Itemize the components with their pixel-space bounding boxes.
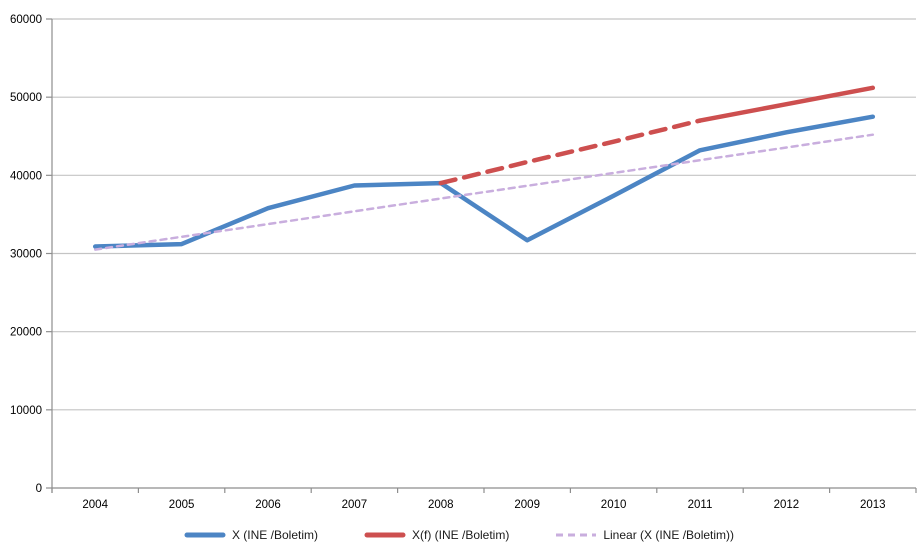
x-tick-label: 2010 <box>601 499 627 511</box>
x-tick-label: 2004 <box>82 499 108 511</box>
legend: X (INE /Boletim) X(f) (INE /Boletim) Lin… <box>0 528 918 542</box>
y-tick-label: 10000 <box>10 405 42 417</box>
x-tick-label: 2013 <box>860 499 886 511</box>
solid-line-swatch-icon <box>364 532 406 538</box>
dashed-line-swatch-icon <box>556 533 597 537</box>
solid-line-swatch-icon <box>184 532 226 538</box>
x-tick-label: 2005 <box>169 499 195 511</box>
x-tick-label: 2008 <box>428 499 454 511</box>
y-tick-label: 40000 <box>10 170 42 182</box>
legend-label: X (INE /Boletim) <box>231 528 318 542</box>
y-tick-label: 30000 <box>10 249 42 261</box>
legend-item-xf-ine-boletim: X(f) (INE /Boletim) <box>364 528 509 542</box>
y-tick-label: 60000 <box>10 14 42 26</box>
y-tick-label: 20000 <box>10 327 42 339</box>
x-tick-label: 2007 <box>342 499 368 511</box>
legend-item-linear-trend: Linear (X (INE /Boletim)) <box>555 528 734 542</box>
legend-item-x-ine-boletim: X (INE /Boletim) <box>184 528 318 542</box>
series-line-x-ine-boletim <box>92 114 876 249</box>
series-line-x-f-ine-boletim-solid <box>697 85 876 123</box>
x-tick-label: 2006 <box>255 499 281 511</box>
legend-label: X(f) (INE /Boletim) <box>411 528 510 542</box>
series-line-x-f-ine-boletim-forecast-dashed <box>438 118 703 186</box>
legend-label: Linear (X (INE /Boletim)) <box>603 528 735 542</box>
x-tick-label: 2009 <box>514 499 540 511</box>
x-tick-label: 2012 <box>774 499 800 511</box>
y-tick-label: 50000 <box>10 92 42 104</box>
series-line-linear-x-ine-boletim <box>93 133 875 251</box>
x-tick-label: 2011 <box>688 499 713 511</box>
y-tick-label: 0 <box>36 483 42 495</box>
